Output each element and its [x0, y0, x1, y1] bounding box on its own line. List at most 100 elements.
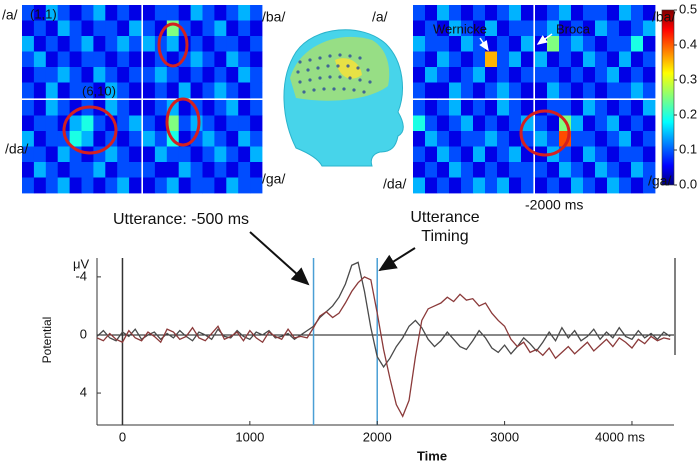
- heatmap-cell: [226, 52, 238, 68]
- heatmap-cell: [595, 162, 607, 178]
- heatmap-cell: [117, 67, 129, 83]
- heatmap-cell: [58, 36, 70, 52]
- heatmap-cell: [583, 162, 595, 178]
- heatmap-cell: [413, 162, 425, 178]
- colorbar-tick-label: 0.0: [679, 176, 697, 191]
- heatmap-cell: [238, 131, 250, 147]
- heatmap-cell: [535, 162, 547, 178]
- heatmap-cell: [583, 52, 595, 68]
- heatmap-cell: [509, 21, 521, 37]
- heatmap-cell: [70, 116, 82, 132]
- heatmap-cell: [143, 178, 155, 194]
- heatmap-cell: [607, 52, 619, 68]
- heatmap-cell: [22, 100, 34, 116]
- heatmap-cell: [58, 5, 70, 21]
- heatmap-cell: [437, 131, 449, 147]
- heatmap-cell: [155, 67, 167, 83]
- heatmap-cell: [583, 5, 595, 21]
- x-axis-title: Time: [417, 448, 447, 463]
- heatmap-cell: [70, 52, 82, 68]
- heatmap-cell: [250, 162, 262, 178]
- plot-frame: [97, 258, 675, 425]
- heatmap-cell: [607, 116, 619, 132]
- x-tick-label: 2000: [363, 429, 392, 444]
- heatmap-cell: [117, 21, 129, 37]
- heatmap-cell: [58, 100, 70, 116]
- heatmap-cell: [449, 83, 461, 99]
- heatmap-cell: [619, 162, 631, 178]
- heatmap-cell: [46, 100, 58, 116]
- heatmap-cell: [203, 36, 215, 52]
- heatmap-cell: [437, 116, 449, 132]
- heatmap-cell: [643, 100, 655, 116]
- heatmap-cell: [461, 36, 473, 52]
- heatmap-cell: [179, 83, 191, 99]
- heatmap-cell: [129, 36, 141, 52]
- heatmap-cell: [34, 67, 46, 83]
- heatmap-cell: [191, 21, 203, 37]
- heatmap-cell: [117, 100, 129, 116]
- heatmap-cell: [70, 178, 82, 194]
- heatmap-cell: [509, 36, 521, 52]
- quadrant-label: /ga/: [648, 173, 671, 189]
- heatmap-cell: [117, 178, 129, 194]
- quadrant-label: /ba/: [262, 9, 285, 25]
- heatmap-cell: [583, 36, 595, 52]
- heatmap-cell: [413, 178, 425, 194]
- heatmap-cell: [22, 178, 34, 194]
- figure: /a//ba//da//ga/(1,1)(6,10)Utterance: -50…: [0, 0, 697, 469]
- heatmap-cell: [595, 100, 607, 116]
- heatmap-cell: [449, 36, 461, 52]
- heatmap-cell: [413, 67, 425, 83]
- heatmap-cell: [535, 83, 547, 99]
- heatmap-cell: [509, 83, 521, 99]
- heatmap-cell: [58, 178, 70, 194]
- heatmap-cell: [485, 178, 497, 194]
- heatmap-cell: [595, 5, 607, 21]
- heatmap-cell: [485, 52, 497, 68]
- heatmap-cell: [425, 162, 437, 178]
- quadrant-label: /da/: [5, 141, 28, 157]
- heatmap-cell: [509, 52, 521, 68]
- heatmap-cell: [143, 36, 155, 52]
- heatmap-cell: [167, 67, 179, 83]
- heatmap-cell: [485, 131, 497, 147]
- heatmap-cell: [461, 178, 473, 194]
- heatmap-cell: [129, 100, 141, 116]
- heatmap-cell: [571, 147, 583, 163]
- heatmap-cell: [473, 5, 485, 21]
- heatmap-cell: [509, 116, 521, 132]
- heatmap-cell: [643, 131, 655, 147]
- heatmap-cell: [46, 36, 58, 52]
- heatmap-cell: [571, 116, 583, 132]
- heatmap-cell: [22, 21, 34, 37]
- heatmap-cell: [93, 67, 105, 83]
- heatmap-cell: [117, 131, 129, 147]
- heatmap-cell: [497, 52, 509, 68]
- heatmap-cell: [425, 147, 437, 163]
- heatmap-cell: [238, 21, 250, 37]
- heatmap-cell: [203, 67, 215, 83]
- heatmap-cell: [583, 83, 595, 99]
- heatmap-cell: [473, 131, 485, 147]
- heatmap-cell: [34, 131, 46, 147]
- heatmap-cell: [619, 36, 631, 52]
- colorbar-tick-label: 0.3: [679, 71, 697, 86]
- heatmap-cell: [631, 5, 643, 21]
- heatmap-cell: [167, 178, 179, 194]
- erp-line: [97, 277, 670, 416]
- heatmap-cell: [129, 178, 141, 194]
- heatmap-cell: [93, 5, 105, 21]
- heatmap-cell: [547, 178, 559, 194]
- heatmap-cell: [413, 83, 425, 99]
- heatmap-cell: [117, 5, 129, 21]
- heatmap-cell: [203, 5, 215, 21]
- annotation: (1,1): [30, 6, 57, 21]
- heatmap-cell: [619, 52, 631, 68]
- heatmap-cell: [93, 52, 105, 68]
- x-tick-label: 1000: [235, 429, 264, 444]
- heatmap-cell: [46, 116, 58, 132]
- heatmap-cell: [607, 67, 619, 83]
- heatmap-cell: [497, 36, 509, 52]
- heatmap-cell: [167, 36, 179, 52]
